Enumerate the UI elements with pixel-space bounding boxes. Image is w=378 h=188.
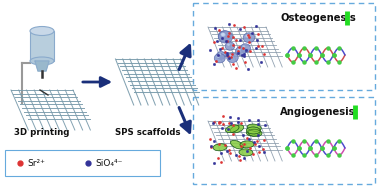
- Ellipse shape: [225, 125, 239, 133]
- Ellipse shape: [247, 124, 261, 131]
- Ellipse shape: [227, 44, 230, 46]
- Text: SiO₄⁴⁻: SiO₄⁴⁻: [95, 158, 122, 168]
- Polygon shape: [35, 61, 49, 71]
- Ellipse shape: [227, 53, 238, 63]
- Ellipse shape: [221, 33, 225, 36]
- Ellipse shape: [214, 54, 225, 63]
- Ellipse shape: [218, 31, 231, 42]
- Text: 3D printing: 3D printing: [14, 128, 70, 137]
- Text: Sr²⁺: Sr²⁺: [27, 158, 45, 168]
- Ellipse shape: [218, 53, 221, 55]
- Ellipse shape: [235, 47, 246, 55]
- Ellipse shape: [217, 55, 220, 58]
- Ellipse shape: [231, 140, 243, 149]
- Ellipse shape: [246, 127, 260, 134]
- Ellipse shape: [243, 33, 255, 43]
- Ellipse shape: [239, 149, 253, 156]
- Ellipse shape: [217, 52, 226, 59]
- FancyBboxPatch shape: [193, 97, 375, 184]
- Text: Angiogenesis: Angiogenesis: [280, 107, 356, 117]
- Ellipse shape: [240, 44, 251, 53]
- Ellipse shape: [221, 33, 226, 37]
- Ellipse shape: [225, 42, 235, 50]
- Ellipse shape: [237, 48, 241, 51]
- Text: Osteogenesis: Osteogenesis: [280, 13, 356, 23]
- Ellipse shape: [218, 31, 233, 43]
- Ellipse shape: [30, 27, 54, 36]
- Ellipse shape: [229, 55, 232, 57]
- Ellipse shape: [240, 141, 254, 148]
- Ellipse shape: [230, 125, 244, 133]
- Ellipse shape: [213, 144, 227, 151]
- Ellipse shape: [246, 129, 260, 136]
- Ellipse shape: [245, 35, 249, 37]
- Bar: [30, 31, 54, 61]
- Ellipse shape: [30, 57, 54, 65]
- Ellipse shape: [242, 45, 245, 48]
- Text: SPS scaffolds: SPS scaffolds: [115, 128, 181, 137]
- FancyBboxPatch shape: [5, 150, 160, 176]
- FancyBboxPatch shape: [193, 3, 375, 90]
- Ellipse shape: [248, 130, 262, 136]
